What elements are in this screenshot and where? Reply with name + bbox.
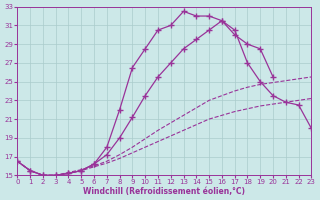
X-axis label: Windchill (Refroidissement éolien,°C): Windchill (Refroidissement éolien,°C) [84, 187, 245, 196]
